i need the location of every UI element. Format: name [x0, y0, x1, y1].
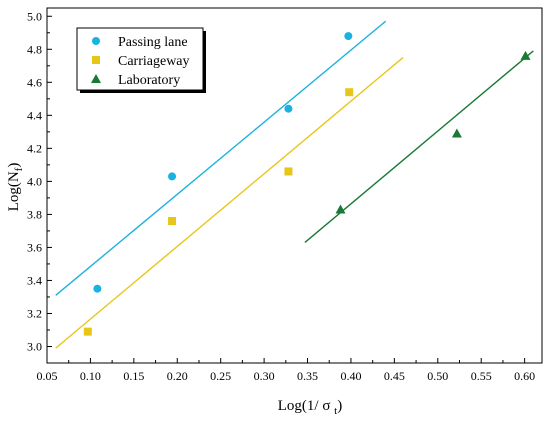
legend-label-laboratory: Laboratory: [118, 73, 180, 88]
x-tick-label: 0.50: [427, 369, 448, 383]
point-passing-lane: [344, 32, 353, 41]
point-laboratory: [335, 204, 346, 214]
legend-marker-laboratory: [91, 74, 101, 83]
y-tick-label: 3.0: [27, 339, 42, 353]
legend-label-passing-lane: Passing lane: [118, 35, 188, 50]
x-tick-label: 0.10: [80, 369, 101, 383]
y-tick-label: 3.6: [27, 240, 42, 254]
y-tick-label: 3.2: [27, 306, 42, 320]
point-carriageway: [83, 327, 92, 336]
y-axis-ticks: 3.0 3.2 3.4 3.6 3.8 4.0 4.2 4.4 4.6 4.8 5.0: [27, 9, 52, 353]
point-laboratory: [451, 128, 462, 138]
x-axis-ticks: 0.05 0.10 0.15 0.20 0.25 0.30 0.35 0.40 0.45 0.50…: [37, 358, 535, 383]
fit-line-carriageway: [55, 56, 404, 349]
y-tick-label: 3.8: [27, 207, 42, 221]
point-laboratory: [520, 50, 531, 60]
legend-marker-passing-lane: [92, 37, 100, 45]
x-axis-label: Log(1/ σ t): [278, 398, 342, 417]
point-carriageway: [345, 88, 354, 97]
point-passing-lane: [284, 104, 293, 113]
y-tick-label: 4.8: [27, 42, 42, 56]
legend-label-carriageway: Carriageway: [118, 54, 190, 69]
fit-line-laboratory: [304, 50, 534, 244]
y-axis-label: Log(Nf): [6, 163, 25, 212]
y-tick-label: 4.0: [27, 174, 42, 188]
x-tick-label: 0.40: [340, 369, 361, 383]
legend: Passing lane Carriageway Laboratory: [76, 27, 206, 93]
x-tick-label: 0.55: [471, 369, 492, 383]
x-tick-label: 0.20: [167, 369, 188, 383]
point-passing-lane: [93, 284, 102, 293]
x-tick-label: 0.05: [37, 369, 58, 383]
point-carriageway: [284, 167, 293, 176]
x-tick-label: 0.25: [210, 369, 231, 383]
x-tick-label: 0.15: [123, 369, 144, 383]
point-carriageway: [168, 217, 177, 225]
point-passing-lane: [168, 172, 177, 181]
y-tick-label: 3.4: [27, 273, 42, 287]
y-tick-label: 4.2: [27, 141, 42, 155]
y-tick-label: 5.0: [27, 9, 42, 23]
plot-frame: [46, 7, 543, 364]
x-tick-label: 0.60: [514, 369, 535, 383]
data-markers: [83, 32, 531, 336]
x-tick-label: 0.30: [254, 369, 275, 383]
x-tick-label: 0.35: [297, 369, 318, 383]
y-tick-label: 4.4: [27, 108, 42, 122]
x-tick-label: 0.45: [384, 369, 405, 383]
legend-marker-carriageway: [92, 56, 100, 64]
fit-line-passing-lane: [55, 20, 387, 296]
y-tick-label: 4.6: [27, 75, 42, 89]
